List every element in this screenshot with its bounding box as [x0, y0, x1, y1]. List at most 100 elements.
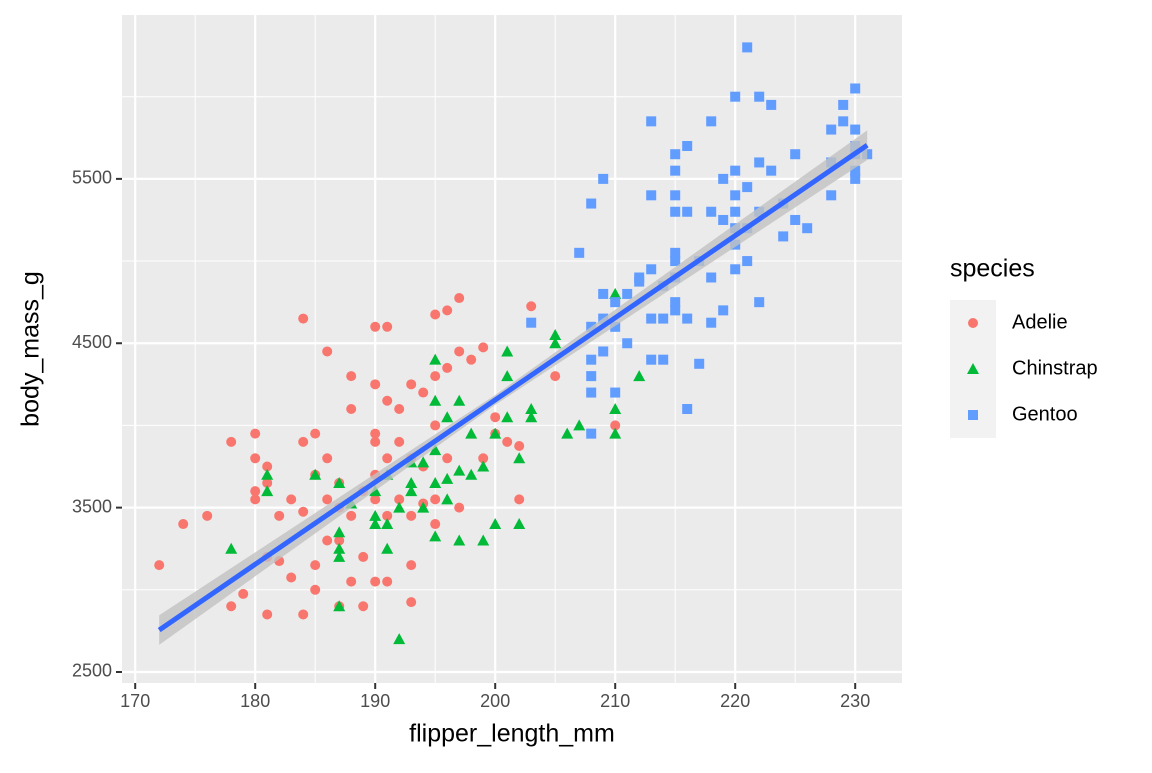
- point: [226, 436, 237, 447]
- point: [286, 494, 297, 505]
- point: [250, 486, 261, 497]
- point: [250, 428, 261, 439]
- point: [429, 353, 442, 365]
- x-tick-label: 190: [360, 691, 390, 711]
- point: [586, 371, 597, 382]
- point: [465, 468, 478, 480]
- point: [405, 476, 418, 488]
- point: [298, 436, 309, 447]
- point: [586, 428, 597, 439]
- point: [441, 493, 454, 505]
- point: [405, 485, 418, 497]
- point: [382, 321, 393, 332]
- point: [670, 165, 681, 176]
- point: [574, 247, 585, 258]
- point: [358, 601, 369, 612]
- point: [610, 420, 621, 431]
- point: [742, 182, 753, 193]
- point: [417, 456, 430, 468]
- point: [609, 402, 622, 414]
- point: [478, 342, 489, 353]
- point: [670, 206, 681, 217]
- point: [430, 420, 441, 431]
- point: [406, 379, 417, 390]
- point: [718, 305, 729, 316]
- point: [489, 427, 502, 439]
- point: [586, 198, 597, 209]
- point: [513, 518, 526, 530]
- point: [346, 510, 357, 521]
- legend-label: Gentoo: [1012, 403, 1078, 425]
- point: [298, 506, 309, 517]
- point: [453, 464, 466, 476]
- point: [730, 264, 741, 275]
- point: [790, 149, 801, 160]
- point: [670, 305, 681, 316]
- point: [261, 468, 274, 480]
- point: [430, 519, 441, 530]
- point: [682, 313, 693, 324]
- point: [501, 411, 514, 423]
- point: [826, 124, 837, 135]
- point: [322, 453, 333, 464]
- point: [369, 509, 382, 521]
- point: [766, 99, 777, 110]
- point: [310, 584, 321, 595]
- point: [670, 297, 681, 308]
- point: [394, 494, 405, 505]
- point: [262, 609, 273, 620]
- point: [790, 214, 801, 225]
- legend-label: Chinstrap: [1012, 357, 1098, 379]
- point: [670, 247, 681, 258]
- point: [754, 91, 765, 102]
- point: [598, 288, 609, 299]
- point: [706, 206, 717, 217]
- point: [718, 214, 729, 225]
- point: [754, 297, 765, 308]
- point: [393, 633, 406, 645]
- point: [370, 321, 381, 332]
- point: [694, 358, 705, 369]
- point: [525, 411, 538, 423]
- point: [526, 301, 537, 312]
- point: [754, 157, 765, 168]
- point: [730, 165, 741, 176]
- point: [730, 190, 741, 201]
- point: [274, 510, 285, 521]
- x-tick-label: 170: [120, 691, 150, 711]
- point: [370, 436, 381, 447]
- y-tick-label: 4500: [72, 332, 112, 352]
- x-axis-title: flipper_length_mm: [409, 720, 615, 748]
- point: [478, 453, 489, 464]
- point: [322, 494, 333, 505]
- y-tick-label: 2500: [72, 661, 112, 681]
- point: [250, 494, 261, 505]
- point: [333, 600, 346, 612]
- point: [646, 313, 657, 324]
- point: [526, 317, 537, 328]
- point: [429, 476, 442, 488]
- point: [610, 387, 621, 398]
- point: [382, 395, 393, 406]
- point: [441, 472, 454, 484]
- point: [610, 321, 621, 332]
- point: [525, 402, 538, 414]
- point: [718, 173, 729, 184]
- point: [561, 427, 574, 439]
- point: [742, 256, 753, 267]
- point: [238, 588, 249, 599]
- point: [310, 560, 321, 571]
- point: [742, 42, 753, 53]
- point: [466, 354, 477, 365]
- point: [430, 494, 441, 505]
- point: [346, 576, 357, 587]
- point: [429, 530, 442, 542]
- point: [441, 411, 454, 423]
- point: [406, 597, 417, 608]
- point: [370, 428, 381, 439]
- point: [670, 256, 681, 267]
- point: [682, 206, 693, 217]
- point: [850, 124, 861, 135]
- point: [622, 338, 633, 349]
